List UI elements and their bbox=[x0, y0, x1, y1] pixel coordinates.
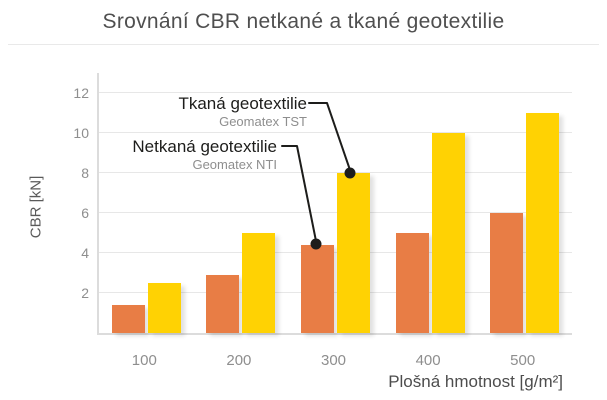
y-tick-label-12: 12 bbox=[73, 85, 89, 101]
bar-geomatex-tst-400 bbox=[431, 133, 465, 333]
annotation-netkana-label: Netkaná geotextilie bbox=[132, 137, 277, 156]
bar-geomatex-tst-300 bbox=[336, 173, 370, 333]
y-tick-label-2: 2 bbox=[81, 285, 89, 301]
y-tick-label-10: 10 bbox=[73, 125, 89, 141]
bar-group-200 bbox=[194, 73, 289, 333]
x-tick-label-300: 300 bbox=[320, 352, 347, 369]
annotation-netkana-sublabel: Geomatex NTI bbox=[192, 157, 277, 172]
plot-area bbox=[97, 73, 572, 335]
gridline-y-12 bbox=[99, 92, 572, 93]
bar-group-500 bbox=[477, 73, 572, 333]
x-tick-label-400: 400 bbox=[415, 352, 441, 369]
x-tick-label-200: 200 bbox=[226, 352, 252, 369]
y-tick-label-4: 4 bbox=[81, 245, 89, 261]
y-axis-title: CBR [kN] bbox=[27, 175, 45, 239]
chart-title: Srovnání CBR netkané a tkané geotextilie bbox=[102, 10, 505, 33]
bar-geomatex-nti-500 bbox=[490, 213, 524, 333]
gridline-y-6 bbox=[99, 212, 572, 213]
bar-group-400 bbox=[383, 73, 478, 333]
bar-geomatex-nti-100 bbox=[111, 305, 145, 333]
bar-geomatex-nti-400 bbox=[395, 233, 429, 333]
bar-geomatex-nti-200 bbox=[206, 275, 240, 333]
bar-geomatex-tst-100 bbox=[147, 283, 181, 333]
gridline-y-8 bbox=[99, 172, 572, 173]
x-tick-label-100: 100 bbox=[131, 352, 157, 369]
annotation-tkana-sublabel: Geomatex TST bbox=[219, 114, 307, 129]
bar-group-100 bbox=[99, 73, 194, 333]
y-tick-label-6: 6 bbox=[81, 205, 89, 221]
y-tick-label-8: 8 bbox=[81, 165, 89, 181]
x-axis-title: Plošná hmotnost [g/m²] bbox=[388, 372, 563, 391]
title-divider bbox=[8, 44, 599, 45]
annotation-tkana-geotextilie: Tkaná geotextilie Geomatex TST bbox=[178, 94, 307, 130]
bar-geomatex-nti-300 bbox=[300, 245, 334, 333]
gridline-y-4 bbox=[99, 252, 572, 253]
bar-geomatex-tst-200 bbox=[242, 233, 276, 333]
gridline-y-2 bbox=[99, 292, 572, 293]
bar-group-300 bbox=[288, 73, 383, 333]
bar-geomatex-tst-500 bbox=[526, 113, 560, 333]
annotation-tkana-label: Tkaná geotextilie bbox=[178, 94, 307, 113]
annotation-netkana-geotextilie: Netkaná geotextilie Geomatex NTI bbox=[132, 137, 277, 173]
x-tick-label-500: 500 bbox=[510, 352, 536, 369]
